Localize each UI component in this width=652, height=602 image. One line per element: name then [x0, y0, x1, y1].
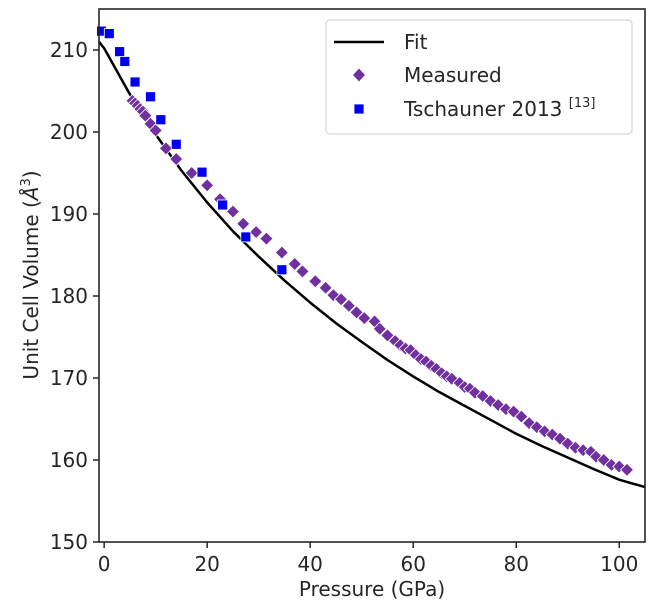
measured-point: [380, 328, 395, 343]
tschauner-point: [240, 231, 252, 243]
measured-point: [576, 443, 591, 458]
legend-measured-label: Measured: [404, 63, 502, 87]
tschauner-point: [170, 138, 182, 150]
tschauner-point: [129, 76, 141, 88]
measured-point: [334, 292, 349, 307]
plot-marks: [96, 25, 646, 489]
measured-point: [318, 280, 333, 295]
tschauner-point: [103, 28, 115, 40]
measured-point: [483, 393, 498, 409]
tschauner-point: [114, 46, 126, 58]
y-tick-label: 160: [50, 448, 88, 472]
measured-point: [619, 462, 635, 477]
measured-point: [560, 436, 575, 451]
measured-point: [274, 245, 289, 260]
tschauner-point: [217, 199, 229, 211]
measured-point: [522, 416, 537, 431]
measured-point: [148, 123, 163, 138]
measured-point: [341, 298, 356, 313]
x-tick-label: 100: [600, 552, 638, 576]
x-axis-title: Pressure (GPa): [299, 577, 445, 601]
y-tick-label: 180: [50, 284, 88, 308]
tschauner-point: [276, 264, 288, 276]
y-axis-title-close: ): [19, 170, 43, 178]
legend-tschauner-label: Tschauner 2013 [13]: [403, 96, 595, 121]
y-tick-label: 150: [50, 530, 88, 554]
measured-point: [158, 141, 174, 156]
tschauner-point: [155, 114, 167, 126]
measured-point: [419, 354, 434, 369]
tschauner-point: [119, 56, 131, 67]
tschauner-point: [196, 166, 208, 178]
plot-frame: [98, 8, 646, 543]
x-tick-label: 40: [297, 552, 322, 576]
legend: Fit Measured Tschauner 2013 [13]: [325, 19, 633, 135]
measured-point: [604, 457, 619, 472]
y-tick-label: 200: [50, 120, 88, 144]
measured-point: [308, 274, 323, 289]
measured-point: [326, 288, 341, 303]
measured-point: [200, 178, 215, 193]
measured-point: [462, 381, 477, 396]
measured-point: [169, 151, 184, 167]
legend-tschauner-ref: [13]: [569, 96, 596, 111]
measured-point: [184, 165, 199, 181]
measured-point: [372, 321, 387, 336]
y-tick-label: 190: [50, 202, 88, 226]
y-axis-title-main: Unit Cell Volume (: [19, 200, 43, 379]
y-axis-title-sup: 3: [19, 178, 34, 186]
axis-ticks: 0 20 40 60 80 100 150 160 170 180 190 200 210: [50, 38, 639, 576]
measured-point: [467, 385, 483, 400]
legend-tschauner-marker: [353, 103, 365, 115]
legend-box: [325, 19, 633, 135]
legend-tschauner-text: Tschauner 2013: [403, 97, 569, 121]
measured-point: [236, 216, 251, 231]
measured-point: [287, 256, 302, 272]
y-tick-label: 210: [50, 38, 88, 62]
x-tick-label: 0: [98, 552, 111, 576]
x-tick-label: 20: [194, 552, 219, 576]
measured-point: [537, 424, 552, 439]
measured-point: [444, 371, 459, 386]
measured-point: [429, 361, 444, 377]
legend-measured-marker: [351, 67, 367, 83]
measured-point: [357, 311, 372, 326]
measured-point: [514, 409, 529, 424]
y-axis-title-unit: Å: [19, 187, 43, 203]
legend-fit-label: Fit: [404, 30, 428, 54]
x-tick-label: 60: [400, 552, 425, 576]
x-tick-label: 80: [503, 552, 528, 576]
y-tick-label: 170: [50, 366, 88, 390]
measured-point: [506, 404, 521, 419]
measured-point: [295, 264, 310, 279]
measured-point: [249, 224, 264, 240]
measured-point: [225, 204, 240, 219]
y-axis-title: Unit Cell Volume (Å3): [19, 170, 43, 379]
measured-point: [259, 231, 274, 246]
tschauner-point: [145, 91, 156, 103]
